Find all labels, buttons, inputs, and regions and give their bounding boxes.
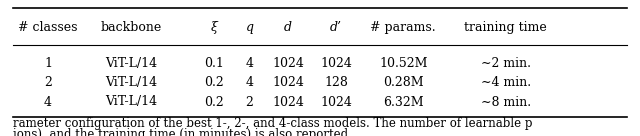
Text: 0.1: 0.1 [204,57,225,70]
Text: training time: training time [464,21,547,34]
Text: 4: 4 [246,76,253,89]
Text: d: d [284,21,292,34]
Text: # params.: # params. [371,21,436,34]
Text: rameter configuration of the best 1-, 2-, and 4-class models. The number of lear: rameter configuration of the best 1-, 2-… [13,117,532,130]
Text: 128: 128 [324,76,348,89]
Text: 1024: 1024 [272,95,304,109]
Text: backbone: backbone [100,21,162,34]
Text: 1024: 1024 [272,57,304,70]
Text: 4: 4 [44,95,52,109]
Text: 2: 2 [44,76,52,89]
Text: ∼4 min.: ∼4 min. [481,76,531,89]
Text: q: q [246,21,253,34]
Text: 0.2: 0.2 [205,95,224,109]
Text: 4: 4 [246,57,253,70]
Text: # classes: # classes [19,21,77,34]
Text: 1024: 1024 [320,57,352,70]
Text: 1: 1 [44,57,52,70]
Text: d’: d’ [330,21,342,34]
Text: 10.52M: 10.52M [379,57,428,70]
Text: 0.28M: 0.28M [383,76,424,89]
Text: 6.32M: 6.32M [383,95,424,109]
Text: ξ: ξ [211,21,218,34]
Text: ions), and the training time (in minutes) is also reported.: ions), and the training time (in minutes… [13,128,351,136]
Text: 1024: 1024 [272,76,304,89]
Text: ViT-L/14: ViT-L/14 [105,57,157,70]
Text: ∼8 min.: ∼8 min. [481,95,531,109]
Text: ViT-L/14: ViT-L/14 [105,76,157,89]
Text: 2: 2 [246,95,253,109]
Text: ViT-L/14: ViT-L/14 [105,95,157,109]
Text: 0.2: 0.2 [205,76,224,89]
Text: ∼2 min.: ∼2 min. [481,57,531,70]
Text: 1024: 1024 [320,95,352,109]
